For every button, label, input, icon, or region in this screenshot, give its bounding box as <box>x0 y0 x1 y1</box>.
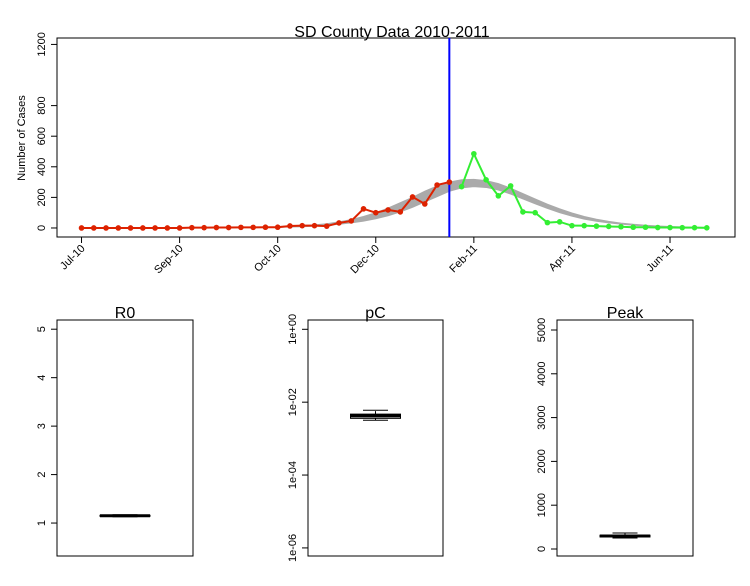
data-point <box>434 182 440 188</box>
data-point <box>409 194 416 200</box>
data-point <box>654 224 661 231</box>
y-tick-label: 1e+00 <box>287 314 299 345</box>
data-point <box>189 224 195 231</box>
data-point <box>287 223 293 229</box>
data-point <box>164 225 171 231</box>
y-tick-label: 1 <box>36 520 48 526</box>
data-point <box>483 176 489 183</box>
y-tick-label: 1e-06 <box>287 534 299 562</box>
data-point <box>556 219 563 225</box>
data-point <box>618 223 624 230</box>
y-tick-label: 800 <box>36 96 48 114</box>
data-point <box>569 222 575 229</box>
data-point <box>667 224 673 231</box>
x-tick-label: Feb-11 <box>447 243 480 276</box>
data-point <box>90 225 97 231</box>
data-point <box>299 222 306 229</box>
x-tick-label: Sep-10 <box>152 243 186 277</box>
data-point <box>78 225 85 231</box>
panel-title: Peak <box>607 305 644 322</box>
data-point <box>348 218 355 224</box>
panel-title: pC <box>365 305 385 322</box>
x-tick-label: Dec-10 <box>348 243 382 277</box>
y-tick-label: 2 <box>36 472 48 478</box>
y-tick-label: 400 <box>36 158 48 176</box>
y-tick-label: 5000 <box>536 318 548 342</box>
data-point <box>446 179 453 185</box>
data-point <box>336 220 342 226</box>
data-point <box>704 225 710 231</box>
data-point <box>691 224 698 231</box>
data-point <box>507 183 514 189</box>
chart-title: SD County Data 2010-2011 <box>294 24 489 41</box>
y-tick-label: 200 <box>36 188 48 206</box>
plot-frame <box>556 319 694 557</box>
panel-title: R0 <box>115 305 136 322</box>
y-tick-label: 1e-02 <box>287 388 299 416</box>
y-tick-label: 4000 <box>536 362 548 386</box>
data-point <box>140 225 146 231</box>
y-tick-label: 1200 <box>36 32 48 56</box>
data-point <box>397 209 404 215</box>
data-point <box>176 225 183 231</box>
x-tick-label: Jul-10 <box>58 243 88 273</box>
data-point <box>201 224 207 231</box>
data-point <box>581 222 587 229</box>
data-point <box>422 201 428 207</box>
data-point <box>152 225 158 231</box>
plot-frame <box>56 319 194 557</box>
y-tick-label: 4 <box>36 375 48 381</box>
data-point <box>238 224 244 231</box>
data-point <box>593 223 600 229</box>
data-point <box>225 224 232 231</box>
data-point <box>127 225 134 231</box>
data-point <box>262 224 269 231</box>
y-tick-label: 1000 <box>536 493 548 517</box>
y-tick-label: 3 <box>36 423 48 429</box>
data-point <box>630 224 637 231</box>
data-point <box>311 222 318 229</box>
data-point <box>605 223 612 230</box>
y-tick-label: 3000 <box>536 405 548 429</box>
y-tick-label: 5 <box>36 326 48 332</box>
y-tick-label: 600 <box>36 127 48 145</box>
x-tick-label: Apr-11 <box>547 243 578 274</box>
data-point <box>103 225 109 231</box>
plot-frame <box>56 37 736 238</box>
y-tick-label: 1e-04 <box>287 461 299 489</box>
data-point <box>360 206 367 212</box>
x-tick-label: Jun-11 <box>644 243 676 275</box>
data-point <box>250 224 256 231</box>
data-point <box>323 223 330 229</box>
data-point <box>532 209 538 216</box>
y-tick-label: 2000 <box>536 449 548 473</box>
data-point <box>544 219 551 226</box>
y-axis-label: Number of Cases <box>16 95 28 181</box>
plot-frame <box>307 319 444 557</box>
data-point <box>372 209 379 216</box>
data-point <box>274 224 281 231</box>
data-point <box>520 209 526 215</box>
data-point <box>679 224 686 231</box>
data-point <box>458 183 465 190</box>
data-point <box>471 150 477 157</box>
data-point <box>385 207 391 213</box>
data-point <box>115 225 122 231</box>
y-tick-label: 0 <box>536 546 548 552</box>
data-point <box>213 224 220 231</box>
x-tick-label: Oct-10 <box>252 243 284 275</box>
data-point <box>642 224 649 231</box>
data-point <box>495 193 502 199</box>
y-tick-label: 0 <box>36 225 48 231</box>
